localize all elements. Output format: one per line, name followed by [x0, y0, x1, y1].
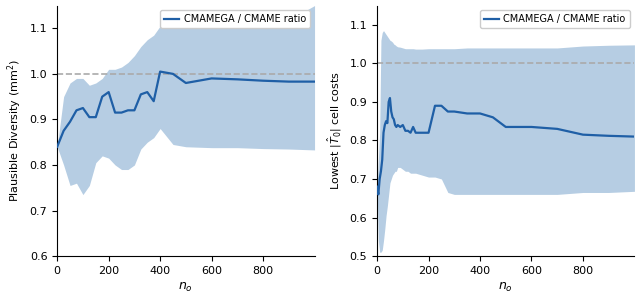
X-axis label: $n_o$: $n_o$	[179, 281, 193, 294]
X-axis label: $n_o$: $n_o$	[499, 281, 513, 294]
Legend: CMAMEGA / CMAME ratio: CMAMEGA / CMAME ratio	[480, 11, 630, 28]
Y-axis label: Plausible Diversity (mm$^2$): Plausible Diversity (mm$^2$)	[6, 59, 24, 202]
Y-axis label: Lowest $|\hat{T}_0|$ cell costs: Lowest $|\hat{T}_0|$ cell costs	[326, 71, 344, 190]
Legend: CMAMEGA / CMAME ratio: CMAMEGA / CMAME ratio	[160, 11, 310, 28]
